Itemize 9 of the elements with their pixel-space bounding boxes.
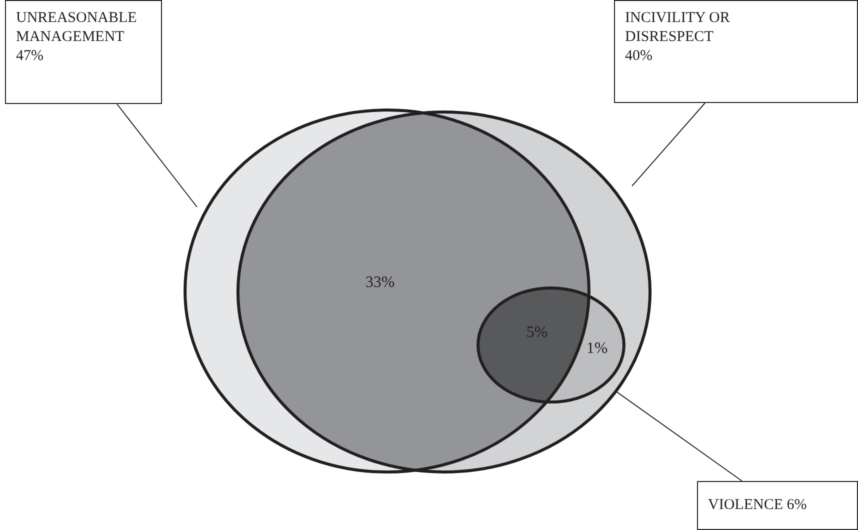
category-label: INCIVILITY OR DISRESPECT: [625, 9, 731, 47]
data-label: 6%: [786, 497, 807, 513]
category-label: VIOLENCE: [708, 497, 784, 513]
category-label: UNREASONABLE MANAGEMENT: [16, 10, 137, 45]
data-label: 47%: [16, 48, 44, 64]
text: 33%: [365, 274, 395, 292]
text: 5%: [526, 324, 548, 342]
data-label: 40%: [625, 48, 652, 64]
text: 1%: [586, 340, 608, 358]
